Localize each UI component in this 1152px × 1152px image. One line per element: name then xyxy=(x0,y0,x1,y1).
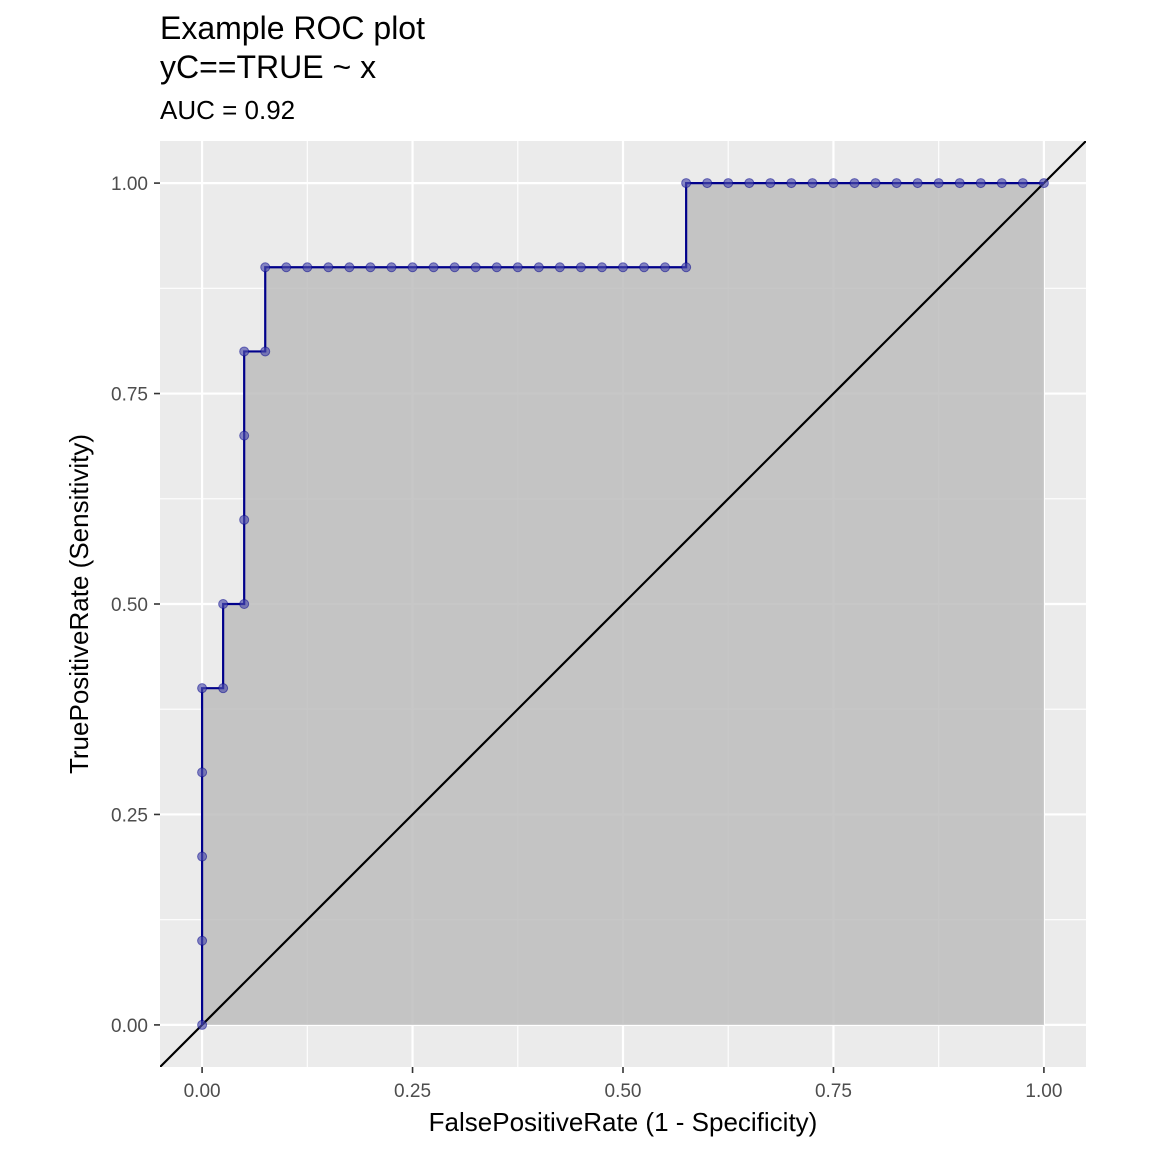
roc-point xyxy=(1038,178,1049,189)
roc-point xyxy=(323,262,334,273)
roc-point xyxy=(596,262,607,273)
y-tick-label: 0.50 xyxy=(111,595,148,616)
roc-point xyxy=(260,262,271,273)
roc-point xyxy=(954,178,965,189)
roc-point xyxy=(996,178,1007,189)
roc-point xyxy=(744,178,755,189)
roc-point xyxy=(933,178,944,189)
roc-point xyxy=(786,178,797,189)
roc-point xyxy=(681,262,692,273)
roc-point xyxy=(365,262,376,273)
roc-point xyxy=(197,683,208,694)
x-axis-ticks: 0.00 0.25 0.50 0.75 1.00 xyxy=(184,1067,1062,1102)
roc-point xyxy=(239,346,250,357)
roc-point xyxy=(807,178,818,189)
x-tick-label: 1.00 xyxy=(1025,1081,1062,1102)
x-tick-label: 0.25 xyxy=(394,1081,431,1102)
roc-point xyxy=(449,262,460,273)
reference-diagonal xyxy=(160,141,1086,1067)
roc-point xyxy=(554,262,565,273)
x-tick-label: 0.75 xyxy=(815,1081,852,1102)
roc-point xyxy=(239,514,250,525)
y-axis-title: TruePositiveRate (Sensitivity) xyxy=(64,434,94,774)
roc-point xyxy=(639,262,650,273)
x-axis-title: FalsePositiveRate (1 - Specificity) xyxy=(429,1107,818,1137)
roc-point xyxy=(197,1019,208,1030)
chart-subtitle: AUC = 0.92 xyxy=(160,95,296,125)
y-tick-label: 0.25 xyxy=(111,805,148,826)
roc-point xyxy=(302,262,313,273)
roc-point xyxy=(702,178,713,189)
roc-point xyxy=(575,262,586,273)
roc-point xyxy=(407,262,418,273)
roc-point xyxy=(1017,178,1028,189)
roc-point xyxy=(197,935,208,946)
roc-point xyxy=(870,178,881,189)
roc-points xyxy=(197,178,1049,1030)
roc-point xyxy=(765,178,776,189)
roc-point xyxy=(197,851,208,862)
roc-point xyxy=(218,683,229,694)
y-tick-label: 0.75 xyxy=(111,385,148,406)
roc-point xyxy=(344,262,355,273)
roc-point xyxy=(681,178,692,189)
roc-point xyxy=(849,178,860,189)
roc-point xyxy=(891,178,902,189)
chart-title-formula: yC==TRUE ~ x xyxy=(160,49,377,85)
roc-point xyxy=(260,346,271,357)
diagonal-line xyxy=(160,141,1086,1067)
roc-point xyxy=(197,767,208,778)
roc-point xyxy=(470,262,481,273)
roc-point xyxy=(975,178,986,189)
roc-point xyxy=(618,262,628,273)
roc-point xyxy=(828,178,839,189)
roc-point xyxy=(239,430,250,441)
roc-point xyxy=(386,262,397,273)
chart-title: Example ROC plot xyxy=(160,10,425,46)
y-tick-label: 1.00 xyxy=(111,174,148,195)
roc-point xyxy=(281,262,292,273)
x-tick-label: 0.00 xyxy=(184,1081,221,1102)
y-tick-label: 0.00 xyxy=(111,1016,148,1037)
roc-point xyxy=(218,599,229,609)
roc-point xyxy=(491,262,502,273)
y-axis-ticks: 0.00 0.25 0.50 0.75 1.00 xyxy=(111,174,160,1037)
roc-point xyxy=(533,262,544,273)
x-tick-label: 0.50 xyxy=(605,1081,642,1102)
roc-point xyxy=(912,178,923,189)
roc-point xyxy=(239,599,250,609)
roc-point xyxy=(512,262,523,273)
roc-point xyxy=(723,178,734,189)
roc-point xyxy=(428,262,439,273)
roc-point xyxy=(660,262,671,273)
